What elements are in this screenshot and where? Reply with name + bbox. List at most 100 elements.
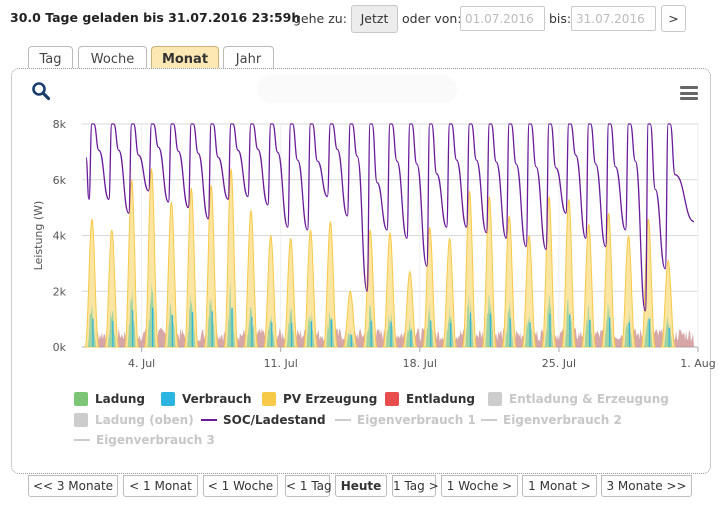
go-button[interactable]: > [661, 5, 686, 32]
y-tick-label: 0k [53, 341, 67, 354]
legend-label: Eigenverbrauch 3 [96, 433, 215, 447]
legend-label: Verbrauch [182, 392, 252, 406]
from-date-input[interactable] [460, 6, 545, 31]
tab-jahr[interactable]: Jahr [223, 46, 274, 72]
tab-tag[interactable]: Tag [28, 46, 73, 72]
legend-item[interactable]: Entladung [385, 392, 475, 406]
legend-swatch [385, 392, 399, 406]
pv-day-area [223, 168, 239, 348]
forward-1-week-button[interactable]: 1 Woche > [441, 475, 518, 497]
pv-day-area [620, 235, 636, 348]
legend-swatch [74, 439, 90, 441]
today-button[interactable]: Heute [335, 475, 387, 497]
loaded-status: 30.0 Tage geladen bis 31.07.2016 23:59h [10, 10, 301, 25]
to-date-input[interactable] [571, 6, 656, 31]
ladung-day-area [425, 303, 434, 347]
legend-swatch [481, 419, 497, 421]
legend-label: SOC/Ladestand [223, 413, 326, 427]
legend-item[interactable]: Verbrauch [161, 392, 252, 406]
pv-day-area [342, 290, 359, 348]
pv-day-area [164, 201, 179, 348]
ladung-day-area [167, 302, 176, 347]
pv-day-area [203, 185, 219, 348]
forward-3-months-button[interactable]: 3 Monate >> [601, 475, 692, 497]
ladung-day-area [465, 293, 474, 347]
ladung-day-area [544, 295, 553, 347]
ladung-day-area [405, 318, 414, 347]
pv-day-area [660, 258, 676, 348]
pv-day-area [422, 226, 438, 348]
pv-day-area [243, 210, 259, 348]
legend-label: Ladung (oben) [95, 413, 194, 427]
pv-day-area [84, 218, 100, 348]
ladung-day-area [346, 330, 355, 347]
legend-swatch [74, 392, 88, 406]
ladung-day-area [246, 306, 255, 347]
energy-chart: 0k 2k 4k 6k 8k Leistung (W) 4. Jul 11. Jul 18. J… [32, 118, 716, 370]
pv-day-area [501, 215, 517, 348]
ladung-day-area [664, 315, 673, 347]
goto-label: gehe zu: [293, 11, 347, 26]
legend-swatch [335, 419, 351, 421]
legend-swatch [262, 392, 276, 406]
pv-day-area [640, 218, 656, 348]
zoom-icon[interactable] [31, 81, 51, 101]
x-tick-label: 18. Jul [403, 357, 437, 370]
ladung-day-area [644, 314, 653, 347]
from-label: oder von: [402, 11, 462, 26]
tab-woche[interactable]: Woche [78, 46, 147, 72]
legend-label: Eigenverbrauch 1 [357, 413, 476, 427]
pv-day-area [481, 196, 497, 348]
legend-item[interactable]: Ladung (oben) [74, 413, 194, 427]
ladung-day-area [127, 287, 136, 347]
legend-item[interactable]: Eigenverbrauch 2 [481, 413, 622, 427]
legend-label: Entladung [406, 392, 475, 406]
pv-day-area [144, 168, 159, 348]
legend-item[interactable]: Ladung [74, 392, 145, 406]
soc-line [85, 123, 695, 312]
x-tick-label: 25. Jul [542, 357, 576, 370]
back-1-month-button[interactable]: < 1 Monat [123, 475, 198, 497]
chart-panel [11, 68, 711, 474]
pv-day-area [362, 229, 378, 348]
blurred-title [257, 75, 457, 103]
pv-day-area [442, 238, 458, 348]
forward-1-day-button[interactable]: 1 Tag > [392, 475, 439, 497]
pv-day-area [581, 224, 597, 348]
ladung-day-area [525, 314, 534, 347]
pv-day-area [183, 188, 199, 348]
legend-item[interactable]: Eigenverbrauch 1 [335, 413, 476, 427]
back-1-week-button[interactable]: < 1 Woche [203, 475, 278, 497]
back-3-months-button[interactable]: << 3 Monate [28, 475, 118, 497]
pv-day-area [561, 199, 577, 348]
ladung-day-area [147, 280, 156, 347]
pv-day-area [283, 238, 299, 348]
ladung-day-area [326, 312, 335, 347]
ladung-day-area [505, 301, 514, 347]
ladung-day-area [584, 305, 593, 347]
pv-day-area [124, 179, 140, 348]
hamburger-menu-icon[interactable] [680, 86, 698, 100]
legend-item[interactable]: PV Erzeugung [262, 392, 377, 406]
pv-day-area [521, 235, 537, 348]
x-tick-label: 11. Jul [264, 357, 298, 370]
x-tick-label: 1. Aug [680, 357, 715, 370]
forward-1-month-button[interactable]: 1 Monat > [522, 475, 597, 497]
ladung-day-area [107, 309, 116, 347]
pv-day-area [303, 229, 319, 348]
legend-label: Entladung & Erzeugung [509, 392, 669, 406]
pv-day-area [541, 196, 557, 348]
back-1-day-button[interactable]: < 1 Tag [285, 475, 332, 497]
legend-item[interactable]: SOC/Ladestand [201, 413, 326, 427]
pv-day-area [382, 232, 398, 348]
y-tick-label: 4k [53, 230, 67, 243]
legend-swatch [201, 419, 217, 421]
tab-monat[interactable]: Monat [151, 46, 219, 72]
now-button[interactable]: Jetzt [351, 5, 398, 33]
y-tick-label: 6k [53, 174, 67, 187]
legend-swatch [488, 392, 502, 406]
x-tick-label: 4. Jul [128, 357, 155, 370]
legend-item[interactable]: Entladung & Erzeugung [488, 392, 669, 406]
legend-label: Eigenverbrauch 2 [503, 413, 622, 427]
legend-item[interactable]: Eigenverbrauch 3 [74, 433, 215, 447]
